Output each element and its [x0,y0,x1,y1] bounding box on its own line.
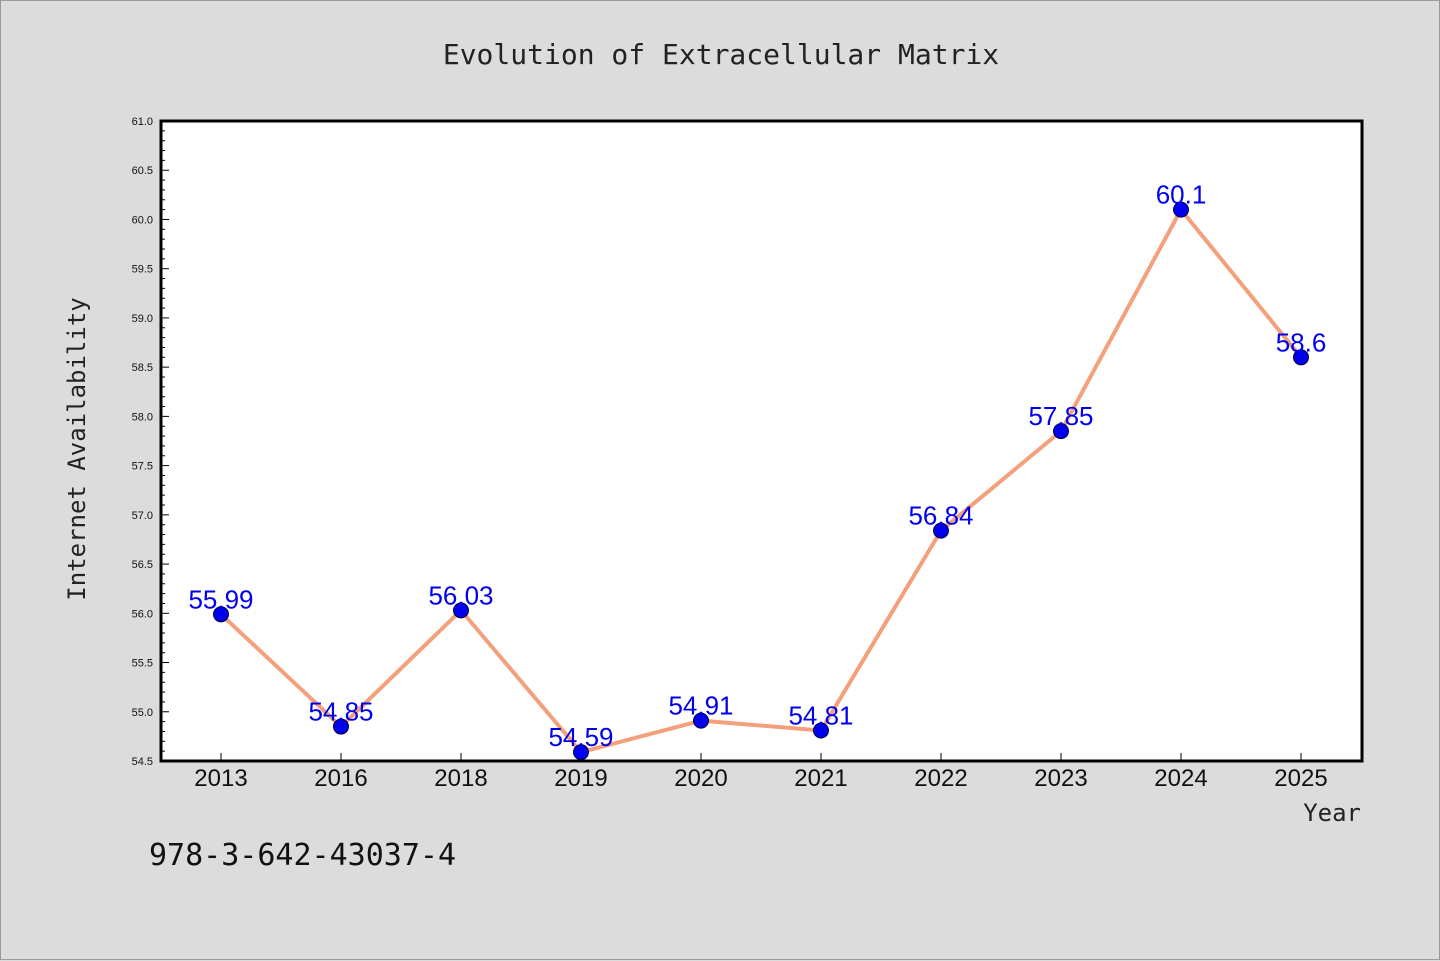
y-tick-label: 60.0 [132,214,153,226]
data-label: 56.84 [908,501,973,531]
y-tick-label: 58.5 [132,362,153,374]
data-point [213,606,229,623]
data-label: 54.81 [788,700,853,730]
y-tick-label: 56.5 [132,559,153,571]
footnote-text: 978-3-642-43037-4 [149,838,456,873]
y-tick-label: 59.0 [132,313,153,325]
data-label: 60.1 [1156,180,1207,210]
chart-title: Evolution of Extracellular Matrix [443,38,999,71]
data-label: 55.99 [188,584,253,614]
data-point [1173,201,1189,218]
y-tick-label: 59.5 [132,264,153,276]
data-point [693,712,709,729]
x-axis-label: Year [1303,799,1361,827]
x-tick-label: 2025 [1274,765,1327,792]
data-label: 54.59 [548,722,613,752]
y-tick-label: 57.0 [132,510,153,522]
x-tick-label: 2022 [914,765,967,792]
x-tick-label: 2020 [674,765,727,792]
y-tick-label: 54.5 [132,756,153,768]
data-label: 54.85 [308,697,373,727]
y-tick-label: 56.0 [132,608,153,620]
y-tick-label: 58.0 [132,411,153,423]
data-point [933,522,949,539]
x-tick-label: 2016 [314,765,367,792]
data-label: 56.03 [428,580,493,610]
data-point [813,722,829,739]
x-tick-label: 2018 [434,765,487,792]
x-tick-label: 2021 [794,765,847,792]
y-axis-label: Internet Availability [63,297,91,600]
data-point [1293,349,1309,366]
data-point [333,718,349,735]
data-label: 54.91 [668,691,733,721]
x-tick-label: 2023 [1034,765,1087,792]
y-tick-label: 55.5 [132,658,153,670]
y-tick-label: 60.5 [132,165,153,177]
y-tick-label: 57.5 [132,461,153,473]
x-tick-label: 2019 [554,765,607,792]
plot-area [161,121,1362,761]
series-line [219,207,1303,755]
data-point [453,602,469,619]
data-label: 58.6 [1276,327,1327,357]
x-axis: 2013 2016 2018 2019 2020 2021 2022 2023 2024 2025 [194,753,1328,792]
y-axis: 54.5 55.0 55.5 56.0 56.5 57.0 57.5 58.0 58.5 59.0… [132,116,169,768]
data-label: 57.85 [1028,401,1093,431]
plot-border [159,119,1364,763]
x-tick-label: 2013 [194,765,247,792]
data-point [1053,423,1069,440]
y-tick-label: 61.0 [132,116,153,128]
series-line-group: 55.99 54.85 56.03 54.59 54.91 54.81 56.84 57.85… [188,180,1327,761]
x-tick-label: 2024 [1154,765,1207,792]
y-tick-label: 55.0 [132,707,153,719]
